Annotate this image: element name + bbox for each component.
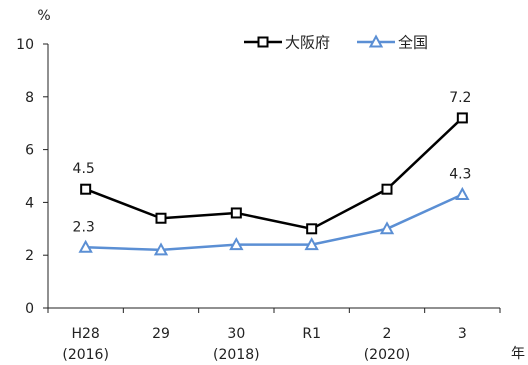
series-line xyxy=(85,117,464,231)
x-tick-label: H28 xyxy=(71,326,99,342)
y-tick-label: 2 xyxy=(25,248,34,264)
data-point xyxy=(379,221,395,235)
data-label: 7.2 xyxy=(449,90,471,106)
x-ticks: H28 (2016) 29 30 (2018) R1 2 (2020) 3 xyxy=(47,308,501,363)
series-2: 2.3 4.3 xyxy=(73,166,471,256)
x-tick-sublabel: (2016) xyxy=(62,347,109,363)
legend-label: 全国 xyxy=(398,34,428,52)
data-point xyxy=(80,183,92,195)
legend-item: 全国 xyxy=(357,34,428,52)
series-line xyxy=(85,193,463,252)
series-layer: 4.5 7.2 2.3 4.3 xyxy=(73,90,471,256)
x-tick-label: R1 xyxy=(302,326,321,342)
data-label: 4.3 xyxy=(449,166,471,182)
y-tick-label: 8 xyxy=(25,90,34,106)
data-point xyxy=(153,242,169,256)
data-point xyxy=(78,239,93,253)
x-tick-label: 30 xyxy=(227,326,245,342)
axes xyxy=(47,44,500,309)
x-tick-label: 29 xyxy=(152,326,170,342)
data-point xyxy=(230,207,242,219)
data-point xyxy=(306,223,318,235)
data-point xyxy=(455,186,470,200)
legend-label: 大阪府 xyxy=(285,34,330,52)
x-tick-sublabel: (2020) xyxy=(364,347,411,363)
data-point xyxy=(229,237,244,251)
x-tick-label: 2 xyxy=(383,326,392,342)
y-ticks: 0 2 4 6 8 10 xyxy=(16,37,48,317)
y-tick-label: 6 xyxy=(25,143,34,159)
y-unit-label: % xyxy=(37,8,50,24)
data-point xyxy=(381,183,393,195)
legend-item: 大阪府 xyxy=(244,34,330,52)
legend-marker xyxy=(257,36,269,48)
data-point xyxy=(155,212,167,224)
x-tick-label: 3 xyxy=(458,326,467,342)
y-tick-label: 0 xyxy=(25,301,34,317)
legend: 大阪府 全国 xyxy=(244,34,428,52)
x-unit-label: 年 xyxy=(511,346,525,362)
data-point xyxy=(304,237,319,251)
data-point xyxy=(456,112,468,124)
y-tick-label: 10 xyxy=(16,37,34,53)
data-label: 2.3 xyxy=(73,219,95,235)
series-1: 4.5 7.2 xyxy=(73,90,471,235)
y-tick-label: 4 xyxy=(25,195,34,211)
legend-marker xyxy=(368,34,384,48)
data-label: 4.5 xyxy=(73,161,95,177)
x-tick-sublabel: (2018) xyxy=(213,347,260,363)
